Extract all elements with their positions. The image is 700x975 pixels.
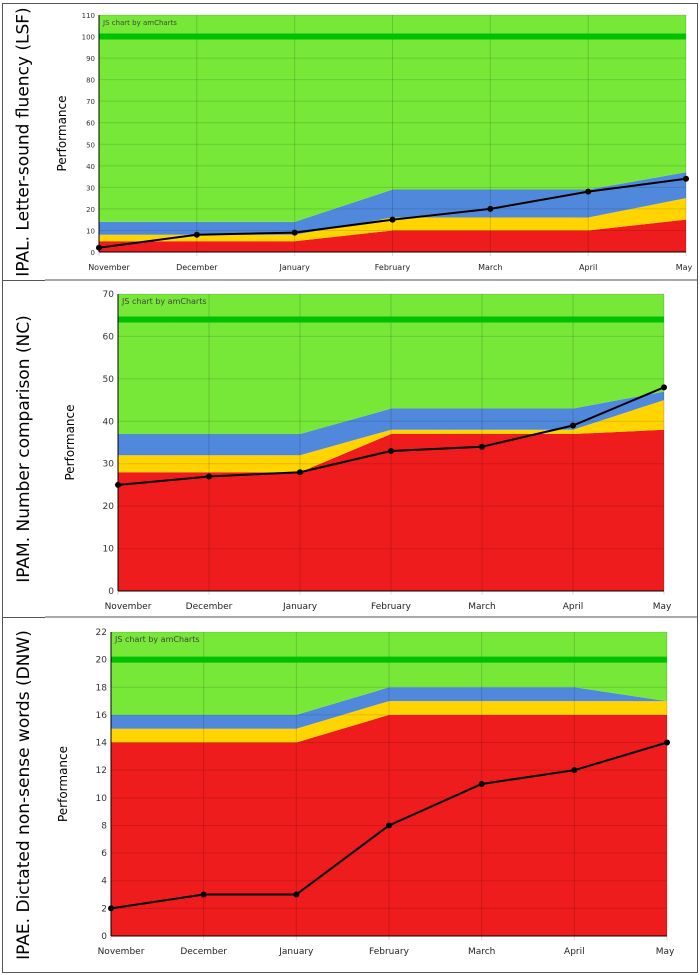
data-point — [571, 767, 578, 774]
data-point — [386, 822, 392, 829]
x-tick-label: November — [98, 947, 145, 957]
watermark: JS chart by amCharts — [114, 635, 200, 644]
area-band-blue — [118, 391, 664, 456]
data-point — [297, 469, 303, 476]
y-tick-label: 6 — [101, 849, 107, 859]
y-tick-label: 2 — [101, 904, 107, 914]
y-tick-label: 12 — [96, 766, 107, 776]
data-point — [115, 481, 121, 488]
data-point — [108, 905, 114, 912]
x-tick-label: January — [279, 263, 311, 272]
y-tick-label: 10 — [103, 545, 115, 555]
x-tick-label: December — [180, 947, 227, 957]
y-tick-label: 30 — [103, 460, 115, 470]
x-tick-label: March — [468, 602, 495, 612]
x-tick-label: March — [478, 263, 502, 272]
area-band-red — [99, 219, 686, 252]
x-tick-label: November — [105, 602, 152, 612]
y-tick-label: 0 — [108, 587, 114, 597]
y-axis-label: Performance — [55, 95, 69, 171]
y-tick-label: 0 — [91, 249, 95, 257]
x-tick-label: May — [653, 602, 672, 612]
y-tick-label: 20 — [86, 206, 95, 214]
data-point — [487, 205, 494, 212]
y-tick-label: 18 — [96, 683, 108, 693]
y-tick-label: 40 — [103, 417, 115, 427]
y-axis-label: Performance — [63, 404, 77, 480]
data-point — [293, 891, 300, 898]
y-tick-label: 50 — [103, 375, 115, 385]
y-tick-label: 4 — [101, 877, 107, 887]
data-point — [478, 781, 485, 787]
y-tick-label: 0 — [101, 932, 107, 942]
x-tick-label: February — [369, 947, 410, 957]
x-tick-label: April — [564, 947, 585, 957]
x-tick-label: May — [676, 263, 693, 272]
x-tick-label: March — [468, 947, 495, 957]
data-point — [96, 244, 102, 251]
watermark: JS chart by amCharts — [121, 297, 207, 306]
section-label-dnw: IPAE. Dictated non-sense words (DNW) — [2, 617, 45, 973]
y-tick-label: 40 — [86, 163, 95, 171]
y-tick-label: 8 — [101, 821, 107, 831]
area-band-red — [118, 429, 664, 591]
area-band-green — [111, 632, 667, 715]
data-point — [389, 216, 396, 223]
x-tick-label: November — [88, 263, 130, 272]
x-tick-label: May — [656, 947, 675, 957]
x-tick-label: December — [186, 602, 233, 612]
data-point — [479, 443, 485, 450]
x-tick-label: January — [282, 602, 318, 612]
y-tick-label: 90 — [86, 55, 95, 63]
y-axis-label: Performance — [56, 746, 70, 822]
y-tick-label: 30 — [86, 184, 95, 192]
y-tick-label: 10 — [96, 794, 108, 804]
data-point — [570, 422, 576, 429]
area-band-yellow — [118, 400, 664, 473]
y-tick-label: 14 — [96, 739, 108, 749]
area-band-yellow — [111, 701, 667, 743]
x-tick-label: February — [371, 602, 412, 612]
y-tick-label: 100 — [82, 34, 95, 42]
y-tick-label: 50 — [86, 141, 95, 149]
area-band-green — [118, 294, 664, 435]
y-tick-label: 70 — [86, 98, 95, 106]
x-tick-label: December — [176, 263, 218, 272]
watermark: JS chart by amCharts — [102, 19, 177, 27]
x-tick-label: April — [563, 602, 584, 612]
y-tick-label: 20 — [96, 656, 108, 666]
area-band-green — [99, 15, 686, 222]
data-point — [291, 229, 298, 236]
y-tick-label: 60 — [103, 332, 115, 342]
data-point — [200, 891, 207, 898]
y-tick-label: 60 — [86, 120, 95, 128]
data-point — [664, 739, 670, 746]
x-tick-label: April — [579, 263, 597, 272]
data-point — [193, 231, 200, 238]
y-tick-label: 70 — [103, 290, 115, 300]
data-point — [585, 188, 592, 195]
data-point — [206, 473, 212, 480]
y-tick-label: 110 — [82, 12, 95, 20]
data-point — [661, 384, 667, 391]
data-point — [683, 175, 689, 182]
y-tick-label: 16 — [96, 711, 108, 721]
x-tick-label: January — [278, 947, 314, 957]
data-point — [388, 447, 394, 454]
area-band-blue — [111, 687, 667, 729]
y-tick-label: 22 — [96, 628, 107, 638]
area-band-blue — [99, 172, 686, 235]
y-tick-label: 80 — [86, 77, 95, 85]
x-tick-label: February — [375, 263, 411, 272]
y-tick-label: 10 — [86, 227, 95, 235]
y-tick-label: 20 — [103, 502, 115, 512]
